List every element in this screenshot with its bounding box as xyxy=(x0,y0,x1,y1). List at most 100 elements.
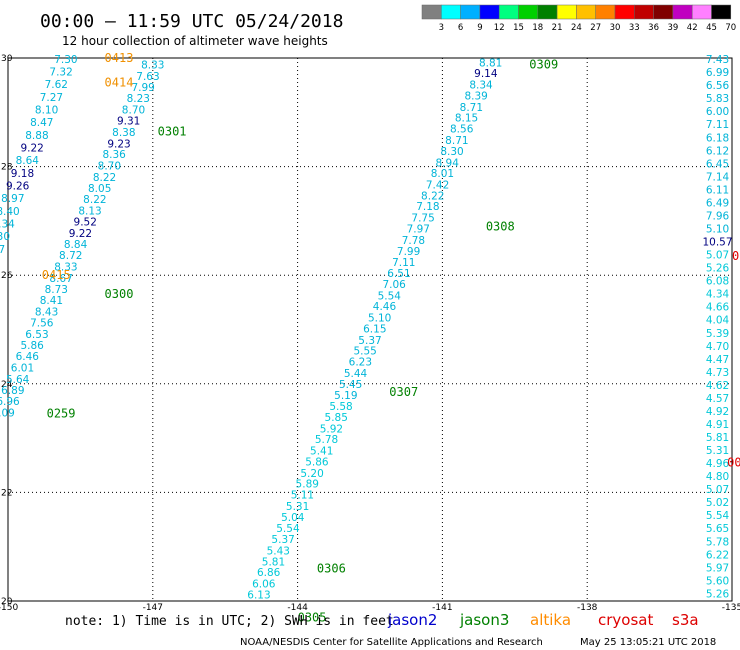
swh-value: 5.55 xyxy=(353,346,376,358)
swh-value: 5.81 xyxy=(706,432,729,444)
swh-value: 7.09 xyxy=(0,408,15,420)
swh-value: 8.40 xyxy=(0,206,20,218)
swh-value: 4.91 xyxy=(706,419,729,431)
swh-value: 8.64 xyxy=(16,155,40,167)
swh-value: 8.81 xyxy=(479,57,502,69)
swh-value: 6.12 xyxy=(706,145,729,157)
swh-value: 4.47 xyxy=(706,354,729,366)
swh-value: 7.11 xyxy=(392,257,415,269)
chart-subtitle: 12 hour collection of altimeter wave hei… xyxy=(62,34,328,48)
swh-value: 7.87 xyxy=(0,244,5,256)
swh-value: 5.60 xyxy=(706,575,729,587)
swh-value: 6.22 xyxy=(706,549,729,561)
legend-item-s3a: s3a xyxy=(672,611,699,629)
legend-item-jason2: jason2 xyxy=(387,611,437,629)
swh-value: 7.96 xyxy=(706,210,730,222)
swh-value: 4.92 xyxy=(706,406,729,418)
swh-value: 8.33 xyxy=(54,262,77,274)
swh-value: 9.22 xyxy=(20,143,43,155)
swh-value: 7.18 xyxy=(416,201,439,213)
y-tick-label: 24 xyxy=(1,380,13,390)
scale-label: 39 xyxy=(667,23,678,33)
swh-value: 8.22 xyxy=(421,190,444,202)
axis-tick-labels: -150 -147 -144 -141 -138 -135 20 22 24 26 28 30 xyxy=(0,54,740,613)
swh-value: 9.14 xyxy=(474,68,498,80)
legend-item-cryosat: cryosat xyxy=(598,611,653,629)
x-tick-label: -150 xyxy=(0,603,18,613)
swh-value: 5.10 xyxy=(706,224,729,236)
swh-value: 7.97 xyxy=(407,224,430,236)
swh-value: 5.07 xyxy=(706,250,729,262)
pass-time-label: 0414 xyxy=(105,75,134,89)
scale-label: 27 xyxy=(590,23,601,33)
swh-value: 5.78 xyxy=(706,536,729,548)
swh-value: 9.31 xyxy=(117,115,140,127)
swh-value: 5.45 xyxy=(339,379,362,391)
pass-time-label: 0259 xyxy=(47,407,76,421)
scale-label: 15 xyxy=(513,23,524,33)
scale-swatch xyxy=(691,4,712,20)
swh-value: 5.85 xyxy=(325,412,348,424)
swh-value: 9.22 xyxy=(69,228,92,240)
swh-value: 4.62 xyxy=(706,380,729,392)
swh-value: 6.86 xyxy=(257,567,281,579)
pass-time-label: 0305 xyxy=(298,610,327,624)
y-tick-label: 26 xyxy=(1,271,13,281)
footer-credit: NOAA/NESDIS Center for Satellite Applica… xyxy=(240,637,543,648)
plot-border xyxy=(7,57,733,602)
swh-value: 5.86 xyxy=(20,340,44,352)
swh-value: 8.94 xyxy=(436,157,460,169)
scale-label: 12 xyxy=(494,23,505,33)
swh-value: 4.57 xyxy=(706,393,729,405)
swh-value: 6.18 xyxy=(706,132,729,144)
swh-value: 7.30 xyxy=(54,54,77,66)
swh-value: 7.62 xyxy=(45,79,68,91)
swh-value: 4.96 xyxy=(706,458,730,470)
swh-value: 8.97 xyxy=(1,193,24,205)
swh-value: 7.75 xyxy=(411,213,434,225)
swh-value: 6.46 xyxy=(16,351,40,363)
swh-value: 5.26 xyxy=(706,263,730,275)
swh-value: 6.49 xyxy=(706,197,729,209)
swh-value: 5.86 xyxy=(305,456,329,468)
legend-item-jason3: jason3 xyxy=(459,611,509,629)
scale-label: 21 xyxy=(552,23,563,33)
scale-label: 36 xyxy=(648,23,659,33)
swh-value: 6.53 xyxy=(25,329,48,341)
swh-value: 4.66 xyxy=(706,302,730,314)
scale-swatch xyxy=(614,4,635,20)
scale-swatch xyxy=(460,4,481,20)
scale-swatch xyxy=(711,4,732,20)
swh-value: 9.26 xyxy=(6,181,30,193)
swh-value: 5.02 xyxy=(706,497,729,509)
swh-value: 5.43 xyxy=(267,546,290,558)
x-tick-label: -147 xyxy=(143,603,163,613)
pass-time-label: 0306 xyxy=(317,561,346,575)
swh-value: 5.41 xyxy=(310,446,333,458)
swh-value: 8.70 xyxy=(122,105,145,117)
swh-value: 5.19 xyxy=(334,390,357,402)
swh-value: 8.43 xyxy=(35,307,58,319)
swh-value: 8.05 xyxy=(88,183,111,195)
swh-value: 6.01 xyxy=(11,363,34,375)
x-tick-label: -138 xyxy=(577,603,598,613)
swh-value: 5.37 xyxy=(271,534,294,546)
swh-value: 8.67 xyxy=(49,273,72,285)
swh-value: 5.44 xyxy=(344,368,368,380)
scale-swatch xyxy=(518,4,539,20)
pass-time-label: 0415 xyxy=(42,268,71,282)
swh-value: 7.42 xyxy=(426,180,449,192)
swh-value: 5.54 xyxy=(706,510,730,522)
scale-label: 3 xyxy=(439,23,444,33)
swh-value: 4.70 xyxy=(706,341,729,353)
swh-value: 8.10 xyxy=(35,105,58,117)
swh-value: 8.73 xyxy=(45,284,68,296)
swh-value: 8.41 xyxy=(40,295,63,307)
swh-value: 7.99 xyxy=(131,82,154,94)
swh-value: 6.13 xyxy=(247,589,270,601)
footer-note: note: 1) Time is in UTC; 2) SWH is in fe… xyxy=(65,614,394,629)
swh-value: 8.71 xyxy=(460,102,483,114)
swh-value: 7.11 xyxy=(706,119,729,131)
scale-label: 6 xyxy=(458,23,463,33)
